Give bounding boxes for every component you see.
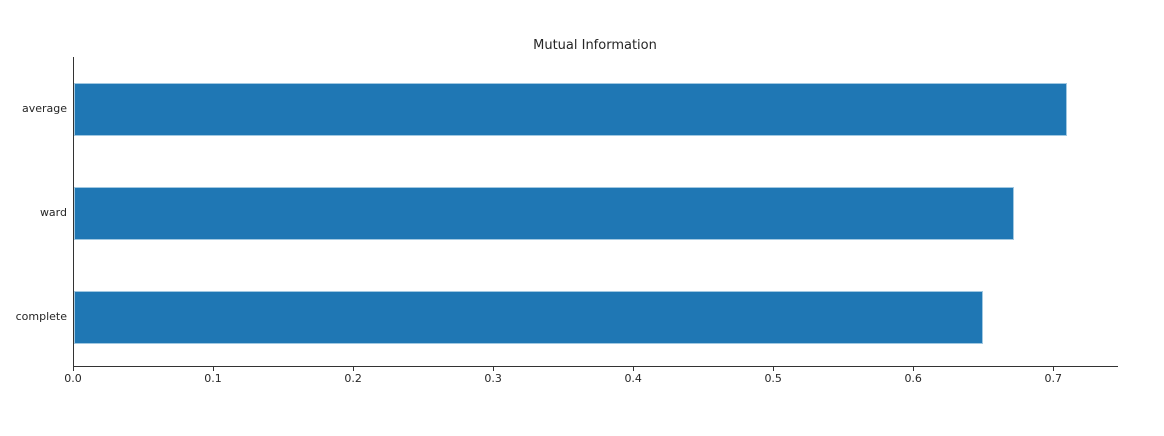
bar-complete xyxy=(74,290,983,344)
y-tick-label-ward: ward xyxy=(39,206,67,219)
x-tick-label: 0.1 xyxy=(204,372,222,385)
x-tick-mark xyxy=(1053,367,1055,371)
x-tick-label: 0.0 xyxy=(64,372,82,385)
x-tick-mark xyxy=(913,367,915,371)
x-tick-label: 0.2 xyxy=(344,372,362,385)
bar-average xyxy=(74,82,1067,136)
x-tick-mark xyxy=(213,367,214,371)
x-tick-mark xyxy=(633,367,635,371)
x-tick-label: 0.7 xyxy=(1044,372,1063,385)
x-tick-mark xyxy=(73,367,74,371)
x-tick-label: 0.3 xyxy=(484,372,502,385)
x-tick-mark xyxy=(493,367,495,371)
x-tick-mark xyxy=(773,367,775,371)
plot-area xyxy=(73,57,1118,367)
x-tick-label: 0.5 xyxy=(764,372,782,385)
chart-title: Mutual Information xyxy=(533,38,657,53)
x-tick-label: 0.4 xyxy=(624,372,642,385)
y-tick-label-average: average xyxy=(21,102,67,115)
y-tick-label-complete: complete xyxy=(15,310,67,323)
x-tick-mark xyxy=(353,367,355,371)
bar-ward xyxy=(74,186,1014,240)
x-tick-label: 0.6 xyxy=(904,372,922,385)
